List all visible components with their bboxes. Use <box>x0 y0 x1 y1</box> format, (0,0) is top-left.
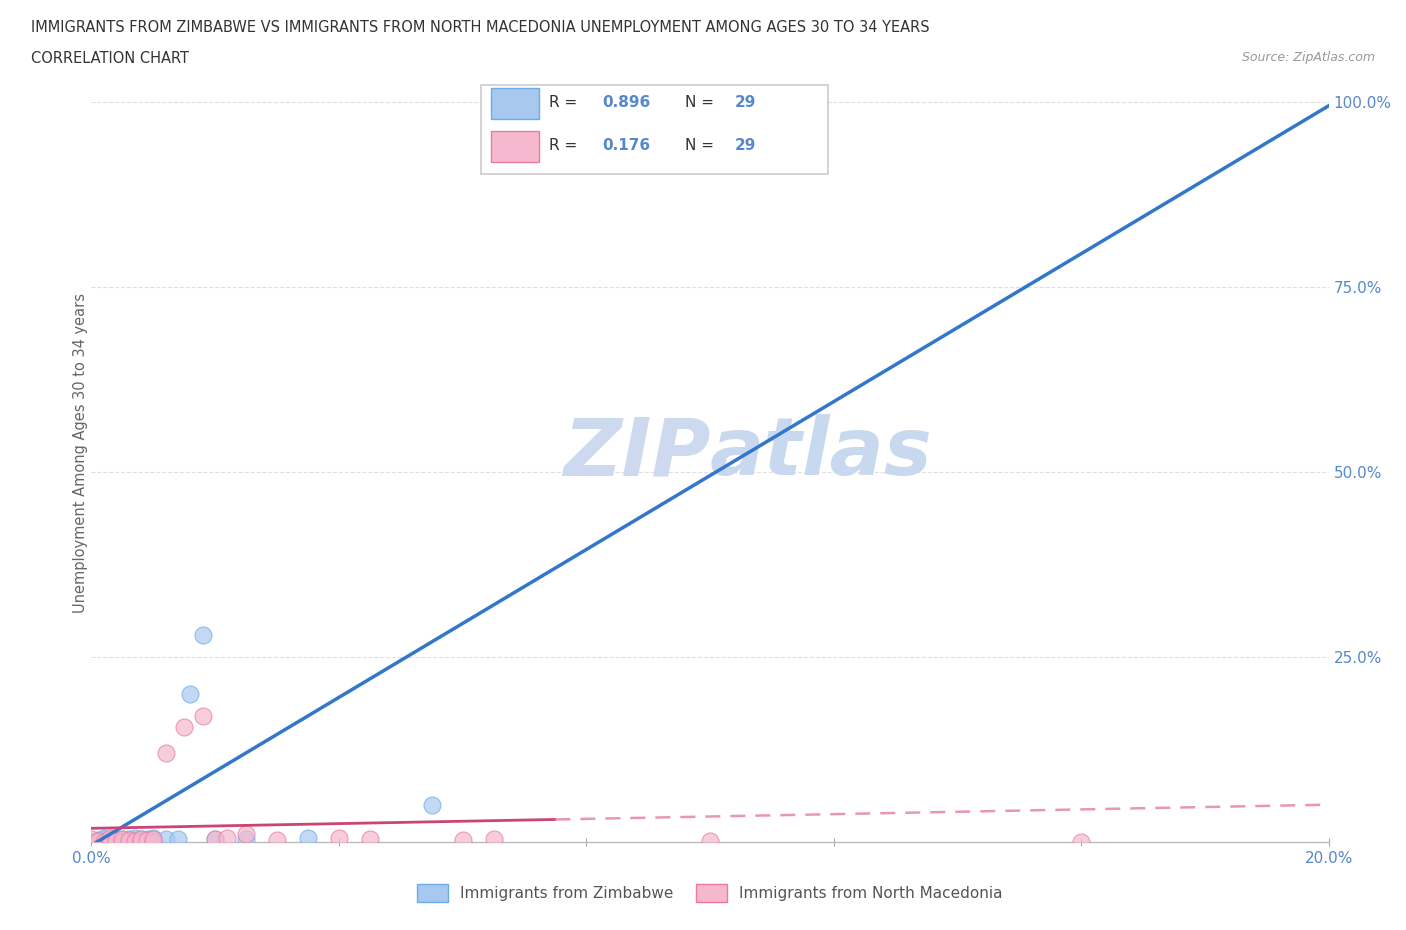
Text: 0.176: 0.176 <box>602 138 651 153</box>
Point <box>105 832 128 847</box>
Text: R =: R = <box>550 95 582 110</box>
Point <box>297 830 319 845</box>
Point <box>117 832 139 847</box>
Point <box>117 831 139 846</box>
Point <box>328 830 350 845</box>
Point <box>93 830 115 845</box>
Point <box>142 831 165 846</box>
Legend: Immigrants from Zimbabwe, Immigrants from North Macedonia: Immigrants from Zimbabwe, Immigrants fro… <box>411 878 1010 908</box>
Point <box>142 832 165 847</box>
Point <box>235 831 257 846</box>
Point <box>93 833 115 848</box>
FancyBboxPatch shape <box>491 88 540 119</box>
Text: IMMIGRANTS FROM ZIMBABWE VS IMMIGRANTS FROM NORTH MACEDONIA UNEMPLOYMENT AMONG A: IMMIGRANTS FROM ZIMBABWE VS IMMIGRANTS F… <box>31 20 929 35</box>
Point <box>93 834 115 849</box>
Point <box>142 834 165 849</box>
Point <box>98 834 121 849</box>
Point <box>136 831 159 846</box>
Point <box>86 832 108 847</box>
FancyBboxPatch shape <box>491 131 540 162</box>
Point <box>167 831 190 846</box>
Y-axis label: Unemployment Among Ages 30 to 34 years: Unemployment Among Ages 30 to 34 years <box>73 293 87 614</box>
Point <box>482 832 505 847</box>
Text: N =: N = <box>685 95 718 110</box>
Point <box>730 153 752 168</box>
Point <box>1070 834 1092 849</box>
Text: ZIP: ZIP <box>562 415 710 492</box>
Point <box>111 831 134 846</box>
Point <box>155 746 177 761</box>
Point <box>98 830 121 845</box>
Point <box>136 832 159 847</box>
Point <box>129 832 152 847</box>
Text: Source: ZipAtlas.com: Source: ZipAtlas.com <box>1241 51 1375 64</box>
Point <box>98 831 121 846</box>
Point <box>105 833 128 848</box>
Point <box>124 832 146 847</box>
Point <box>124 830 146 845</box>
Point <box>451 832 474 847</box>
Point <box>359 832 381 847</box>
Point <box>142 830 165 845</box>
Point <box>204 832 226 847</box>
Text: atlas: atlas <box>710 415 932 492</box>
Point <box>111 834 134 849</box>
Point <box>235 827 257 842</box>
Text: R =: R = <box>550 138 582 153</box>
Text: 29: 29 <box>735 138 756 153</box>
Point <box>129 834 152 849</box>
Point <box>105 833 128 848</box>
Point <box>173 720 195 735</box>
Point <box>204 832 226 847</box>
Text: 29: 29 <box>735 95 756 110</box>
Point <box>80 834 103 849</box>
Point <box>80 834 103 849</box>
Point <box>179 686 201 701</box>
Point <box>217 830 239 845</box>
Point <box>699 833 721 848</box>
Point <box>111 832 134 847</box>
Point <box>111 834 134 849</box>
Point <box>80 832 103 847</box>
Point <box>129 832 152 847</box>
FancyBboxPatch shape <box>481 85 828 174</box>
Point <box>124 833 146 848</box>
Point <box>117 833 139 848</box>
Text: CORRELATION CHART: CORRELATION CHART <box>31 51 188 66</box>
Point <box>191 709 214 724</box>
Point <box>98 832 121 847</box>
Point <box>191 627 214 642</box>
Point <box>93 832 115 847</box>
Point <box>420 797 443 812</box>
Point <box>98 832 121 847</box>
Point <box>86 833 108 848</box>
Text: 0.896: 0.896 <box>602 95 651 110</box>
Point <box>266 832 288 847</box>
Point <box>86 834 108 849</box>
Text: N =: N = <box>685 138 718 153</box>
Point <box>155 832 177 847</box>
